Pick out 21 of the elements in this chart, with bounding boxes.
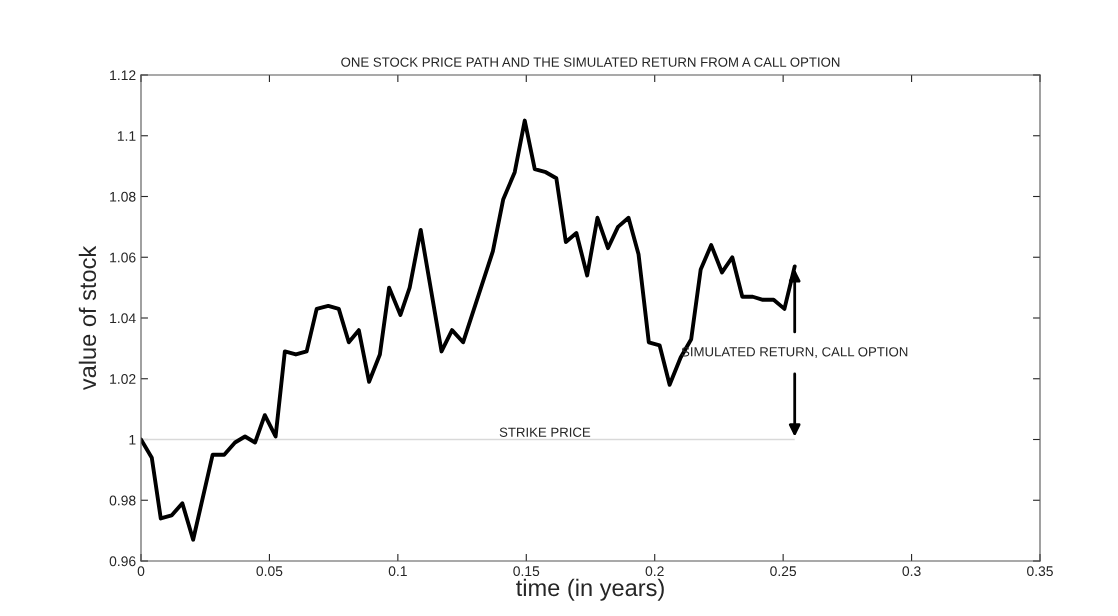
y-tick-label: 1.06 (110, 252, 136, 263)
y-axis-title: value of stock (78, 245, 97, 391)
x-tick-label: 0.3 (902, 566, 921, 577)
y-tick-label: 0.98 (109, 495, 136, 506)
y-tick-label: 1.02 (110, 374, 136, 384)
ref-line-label: STRIKE PRICE (499, 427, 591, 437)
x-tick-label: 0.15 (513, 566, 540, 577)
chart-title: ONE STOCK PRICE PATH AND THE SIMULATED RETURN FROM A CALL OPTION (341, 57, 840, 67)
x-tick-label: 0.05 (256, 566, 283, 577)
x-tick-label: 0.25 (770, 566, 797, 577)
y-tick-label: 1 (129, 434, 136, 445)
y-tick-label: 0.96 (109, 556, 136, 567)
x-tick-label: 0.35 (1027, 566, 1053, 577)
x-tick-label: 0.2 (645, 566, 664, 577)
y-tick-label: 1.1 (117, 131, 136, 141)
x-tick-label: 0 (137, 566, 145, 577)
y-tick-label: 1.08 (110, 191, 136, 202)
x-axis-title: time (in years) (516, 578, 664, 601)
x-tick-label: 0.1 (388, 566, 407, 577)
y-tick-label: 1.04 (110, 313, 136, 324)
y-tick-label: 1.12 (110, 70, 136, 81)
